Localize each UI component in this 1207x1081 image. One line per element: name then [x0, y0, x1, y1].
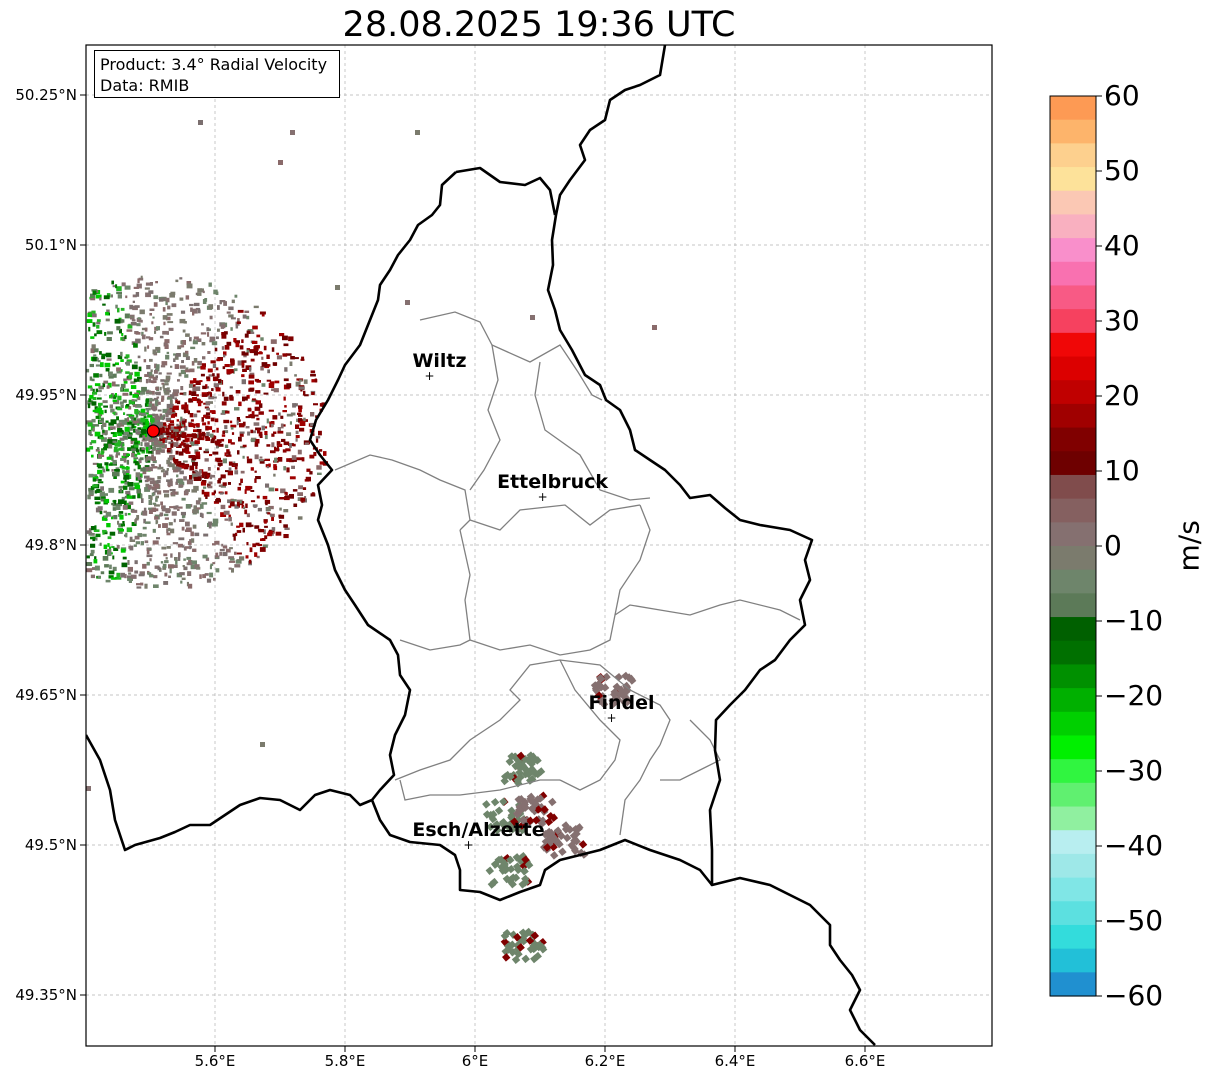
colorbar-tick-label: −40: [1104, 829, 1164, 862]
data-source-label: Data: RMIB: [100, 76, 190, 95]
colorbar-tick-label: −20: [1104, 679, 1164, 712]
colorbar-unit: m/s: [1172, 520, 1206, 572]
lon-label: 6.2°E: [584, 1052, 626, 1070]
colorbar-tick-label: 60: [1104, 79, 1140, 112]
city-label: Findel: [588, 692, 655, 714]
lat-label: 50.25°N: [15, 86, 77, 104]
info-box: Product: 3.4° Radial Velocity Data: RMIB: [94, 50, 340, 98]
colorbar-tick-label: 10: [1104, 454, 1140, 487]
lat-label: 49.8°N: [24, 536, 77, 554]
lon-label: 6°E: [461, 1052, 489, 1070]
canton-boundaries: [334, 311, 801, 836]
colorbar-tick-label: −10: [1104, 604, 1164, 637]
radar-site-marker: [146, 424, 160, 438]
product-label: Product: 3.4° Radial Velocity: [100, 55, 328, 74]
lat-label: 49.35°N: [15, 986, 77, 1004]
city-marker: +: [463, 838, 473, 852]
city-marker: +: [538, 490, 548, 504]
colorbar-tick-label: −50: [1104, 904, 1164, 937]
lat-label: 49.65°N: [15, 686, 77, 704]
colorbar-tick-label: −60: [1104, 979, 1164, 1012]
colorbar-tick-label: −30: [1104, 754, 1164, 787]
colorbar-tick-label: 30: [1104, 304, 1140, 337]
city-markers: + + + +: [424, 369, 616, 852]
lat-label: 49.95°N: [15, 386, 77, 404]
lon-label: 5.6°E: [194, 1052, 236, 1070]
axis-ticks: [80, 94, 866, 1052]
radar-echoes: [86, 120, 657, 964]
city-label: Ettelbruck: [497, 471, 609, 493]
colorbar-tick-label: 50: [1104, 154, 1140, 187]
city-label: Esch/Alzette: [412, 819, 545, 841]
map-title: 28.08.2025 19:36 UTC: [342, 5, 736, 45]
lat-label: 49.5°N: [24, 836, 77, 854]
city-marker: +: [424, 369, 434, 383]
city-marker: +: [606, 711, 616, 725]
lat-label: 50.1°N: [24, 236, 77, 254]
map-background: [86, 45, 992, 1046]
city-label: Wiltz: [412, 350, 467, 372]
colorbar-tick-label: 40: [1104, 229, 1140, 262]
colorbar-tick-label: 0: [1104, 529, 1122, 562]
colorbar-tick-label: 20: [1104, 379, 1140, 412]
lon-label: 5.8°E: [324, 1052, 366, 1070]
lon-label: 6.4°E: [714, 1052, 756, 1070]
country-borders: [86, 45, 876, 1046]
colorbar: [1049, 95, 1102, 997]
lon-label: 6.6°E: [844, 1052, 886, 1070]
